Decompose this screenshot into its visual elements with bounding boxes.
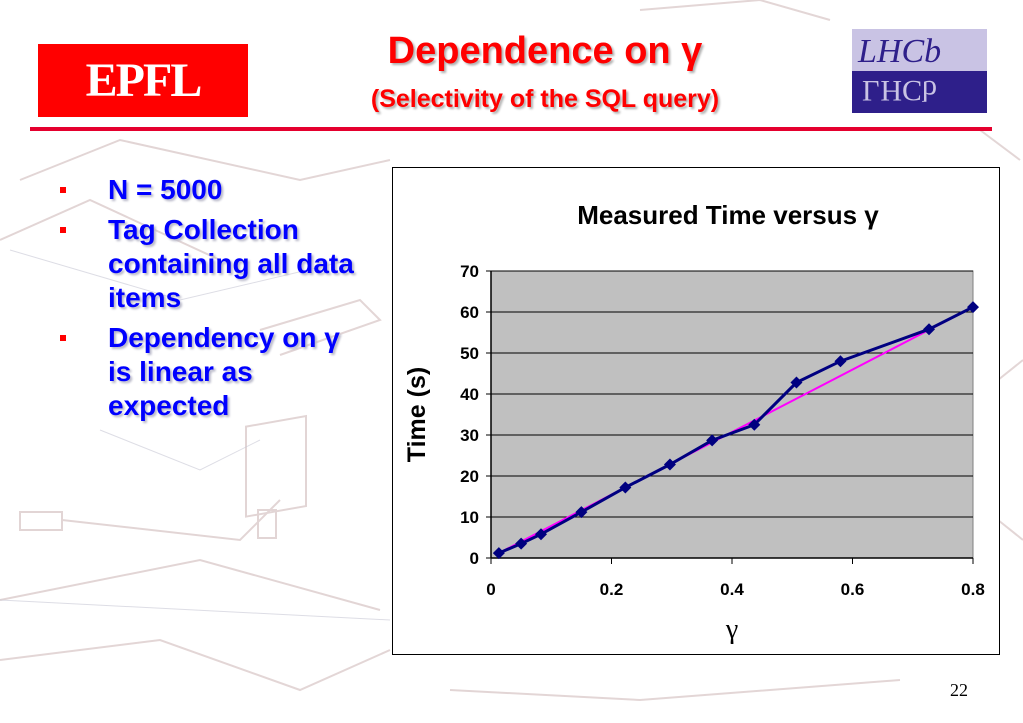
bullet-text: Dependency on γ is linear as expected [108, 322, 340, 421]
chart-frame: 0 10 20 30 40 50 60 70 0 0.2 0.4 0.6 0.8 Measured Tim… [392, 167, 1000, 655]
data-point [834, 355, 847, 368]
data-point [515, 537, 528, 550]
title-divider [30, 127, 992, 131]
y-tick-label: 30 [460, 426, 479, 445]
data-point [575, 506, 588, 519]
slide-title: Dependence on γ [387, 30, 703, 72]
epfl-logo-text: EPFL [85, 54, 203, 107]
lhcb-logo-band [852, 29, 987, 71]
x-tick-label: 0.8 [961, 580, 985, 599]
data-point [663, 458, 676, 471]
lhcb-logo-reflection: LHCb [862, 74, 937, 107]
page-number: 22 [950, 680, 968, 700]
x-tick-label: 0.6 [841, 580, 865, 599]
x-tick-label: 0.4 [720, 580, 744, 599]
data-point [619, 481, 632, 494]
y-tick-label: 60 [460, 303, 479, 322]
bullet-marker [60, 227, 66, 233]
data-point [967, 301, 979, 314]
y-tick-label: 50 [460, 344, 479, 363]
y-tick-label: 40 [460, 385, 479, 404]
x-tick-label: 0 [486, 580, 495, 599]
data-point [748, 418, 761, 431]
data-point [535, 528, 548, 541]
y-tick-label: 20 [460, 467, 479, 486]
lhcb-logo: LHCb LHCb [852, 29, 987, 113]
epfl-logo: EPFL [38, 44, 248, 117]
plot-area [490, 270, 974, 559]
bullet-marker [60, 335, 66, 341]
data-point [923, 323, 936, 336]
slide-subtitle: (Selectivity of the SQL query) [370, 85, 720, 113]
data-point [492, 547, 505, 560]
y-tick-label: 10 [460, 508, 479, 527]
x-tick-label: 0.2 [600, 580, 624, 599]
bullet-text: N = 5000 [108, 174, 223, 205]
y-tick-label: 70 [460, 262, 479, 281]
y-axis-title: Time (s) [403, 367, 431, 462]
data-point [706, 434, 719, 447]
chart-title: Measured Time versus γ [577, 200, 879, 230]
bullet-item: N = 5000 [58, 173, 358, 207]
y-tick-label: 0 [470, 549, 479, 568]
data-point [790, 376, 803, 389]
lhcb-logo-text: LHCb [858, 33, 942, 70]
bullet-text: Tag Collection containing all data items [108, 214, 354, 313]
x-axis-title: γ [725, 614, 738, 645]
bullet-item: Tag Collection containing all data items [58, 213, 358, 315]
bullet-list: N = 5000 Tag Collection containing all d… [58, 173, 358, 429]
bullet-marker [60, 187, 66, 193]
line-chart: 0 10 20 30 40 50 60 70 0 0.2 0.4 0.6 0.8 Measured Tim… [403, 200, 985, 645]
bullet-item: Dependency on γ is linear as expected [58, 321, 358, 423]
